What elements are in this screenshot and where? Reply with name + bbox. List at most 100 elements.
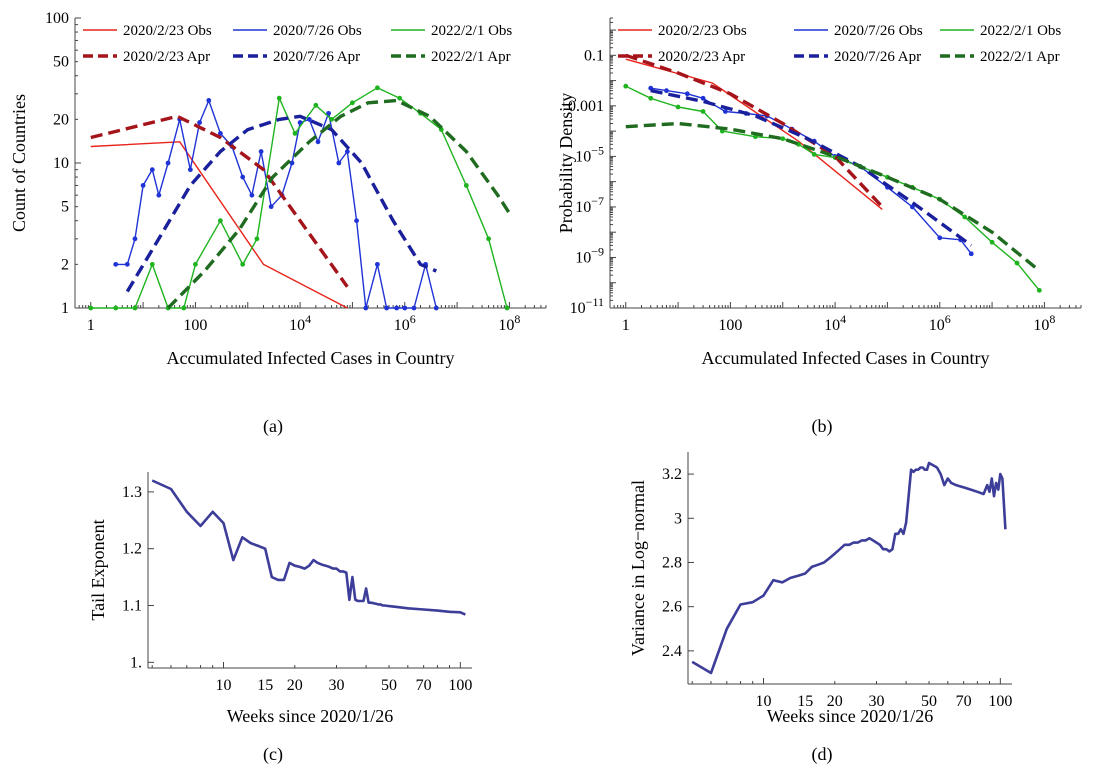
data-point — [684, 91, 690, 97]
series-line — [151, 479, 466, 616]
y-tick-label: 2 — [61, 256, 69, 273]
data-point — [1036, 287, 1042, 293]
y-tick-label: 1. — [130, 654, 142, 671]
y-tick-label: 10−5 — [575, 143, 604, 165]
y-tick-label: 3 — [674, 510, 682, 527]
x-tick-label: 108 — [1033, 312, 1055, 334]
legend-label: 2020/7/26 Apr — [834, 49, 921, 65]
panel-caption: (c) — [263, 744, 283, 765]
x-tick-label: 100 — [183, 317, 207, 334]
data-point — [206, 98, 212, 103]
data-point — [254, 236, 260, 242]
y-axis-label: Tail Exponent — [88, 519, 108, 620]
x-tick-label: 10 — [215, 677, 231, 694]
data-point — [258, 149, 264, 154]
data-point — [240, 174, 246, 180]
data-point — [88, 305, 94, 311]
legend-label: 2022/2/1 Obs — [431, 23, 512, 39]
data-point — [315, 139, 321, 145]
x-tick-label: 50 — [921, 693, 937, 710]
series-line — [115, 99, 437, 309]
legend-label: 2020/2/23 Apr — [658, 49, 745, 65]
series-line — [650, 87, 972, 255]
data-point — [217, 218, 223, 224]
data-point — [363, 305, 369, 311]
series-line — [625, 53, 884, 209]
data-point — [648, 95, 654, 101]
y-tick-label: 1.2 — [122, 541, 142, 558]
y-tick-label: 3.2 — [662, 466, 682, 483]
data-point — [989, 239, 995, 245]
legend-label: 2020/2/23 Apr — [123, 49, 210, 65]
series-line — [90, 87, 508, 309]
series-line — [691, 461, 1007, 675]
data-point — [486, 236, 491, 242]
x-axis-label: Weeks since 2020/1/26 — [767, 706, 934, 726]
data-point — [292, 131, 298, 136]
data-point — [402, 305, 408, 311]
y-tick-label: 2.8 — [662, 554, 682, 571]
series-line — [650, 88, 973, 247]
y-tick-label: 2.6 — [662, 599, 682, 616]
data-point — [156, 192, 162, 198]
y-axis-label: Probability Density — [556, 93, 576, 234]
data-point — [411, 305, 417, 311]
data-point — [336, 160, 342, 166]
x-tick-label: 106 — [394, 312, 416, 334]
x-axis-label: Accumulated Infected Cases in Country — [167, 348, 455, 368]
chart-d: 10 15 20 30 50 70 100 2.4 2.6 2.8 3 3.2 Weeks since … — [628, 452, 1012, 765]
x-tick-label: 1 — [87, 317, 95, 334]
legend-label: 2020/7/26 Apr — [273, 49, 360, 65]
data-point — [909, 204, 915, 210]
x-tick-label: 30 — [869, 693, 885, 710]
y-tick-label: 20 — [53, 111, 69, 128]
data-point — [149, 167, 155, 173]
data-point — [124, 261, 130, 267]
x-tick-label: 104 — [824, 312, 846, 334]
chart-b: 1 100 104 106 108 0.1 0.001 10−5 10−7 10−9 10−11 Ac… — [556, 17, 1082, 437]
x-tick-label: 70 — [416, 677, 432, 694]
y-tick-label: 0.001 — [568, 98, 604, 115]
data-point — [1014, 260, 1020, 266]
data-point — [181, 305, 187, 311]
data-point — [193, 261, 198, 267]
data-point — [374, 85, 380, 91]
y-tick-label: 100 — [45, 10, 69, 27]
y-tick-label: 10−9 — [575, 244, 604, 266]
data-point — [937, 235, 943, 241]
y-tick-label: 5 — [61, 199, 69, 216]
y-axis-label: Variance in Log−normal — [628, 480, 648, 656]
y-tick-label: 1 — [61, 300, 69, 317]
data-point — [249, 192, 255, 198]
data-point — [504, 305, 510, 311]
data-point — [132, 236, 138, 242]
data-point — [326, 110, 331, 116]
data-point — [811, 151, 817, 157]
panel-caption: (b) — [812, 416, 833, 437]
x-tick-label: 100 — [988, 693, 1012, 710]
data-point — [276, 95, 282, 101]
series-line — [166, 98, 511, 310]
series-line — [625, 85, 1040, 291]
legend-label: 2022/2/1 Obs — [980, 23, 1061, 39]
data-point — [140, 183, 146, 188]
x-axis-label: Weeks since 2020/1/26 — [227, 706, 394, 726]
y-axis-label: Count of Countries — [9, 94, 29, 232]
data-point — [700, 95, 706, 101]
y-tick-label: 0.1 — [584, 47, 604, 64]
data-point — [132, 305, 138, 311]
data-point — [722, 109, 728, 114]
data-point — [268, 204, 274, 210]
x-tick-label: 30 — [329, 677, 345, 694]
data-point — [165, 160, 171, 166]
legend-label: 2020/2/23 Obs — [658, 23, 747, 39]
panel-caption: (a) — [263, 416, 283, 437]
data-point — [397, 95, 403, 101]
data-point — [384, 305, 390, 311]
x-tick-label: 10 — [755, 693, 771, 710]
x-tick-label: 108 — [498, 312, 520, 334]
series-line — [90, 141, 348, 309]
legend-label: 2020/7/26 Obs — [834, 23, 923, 39]
data-point — [149, 261, 155, 267]
